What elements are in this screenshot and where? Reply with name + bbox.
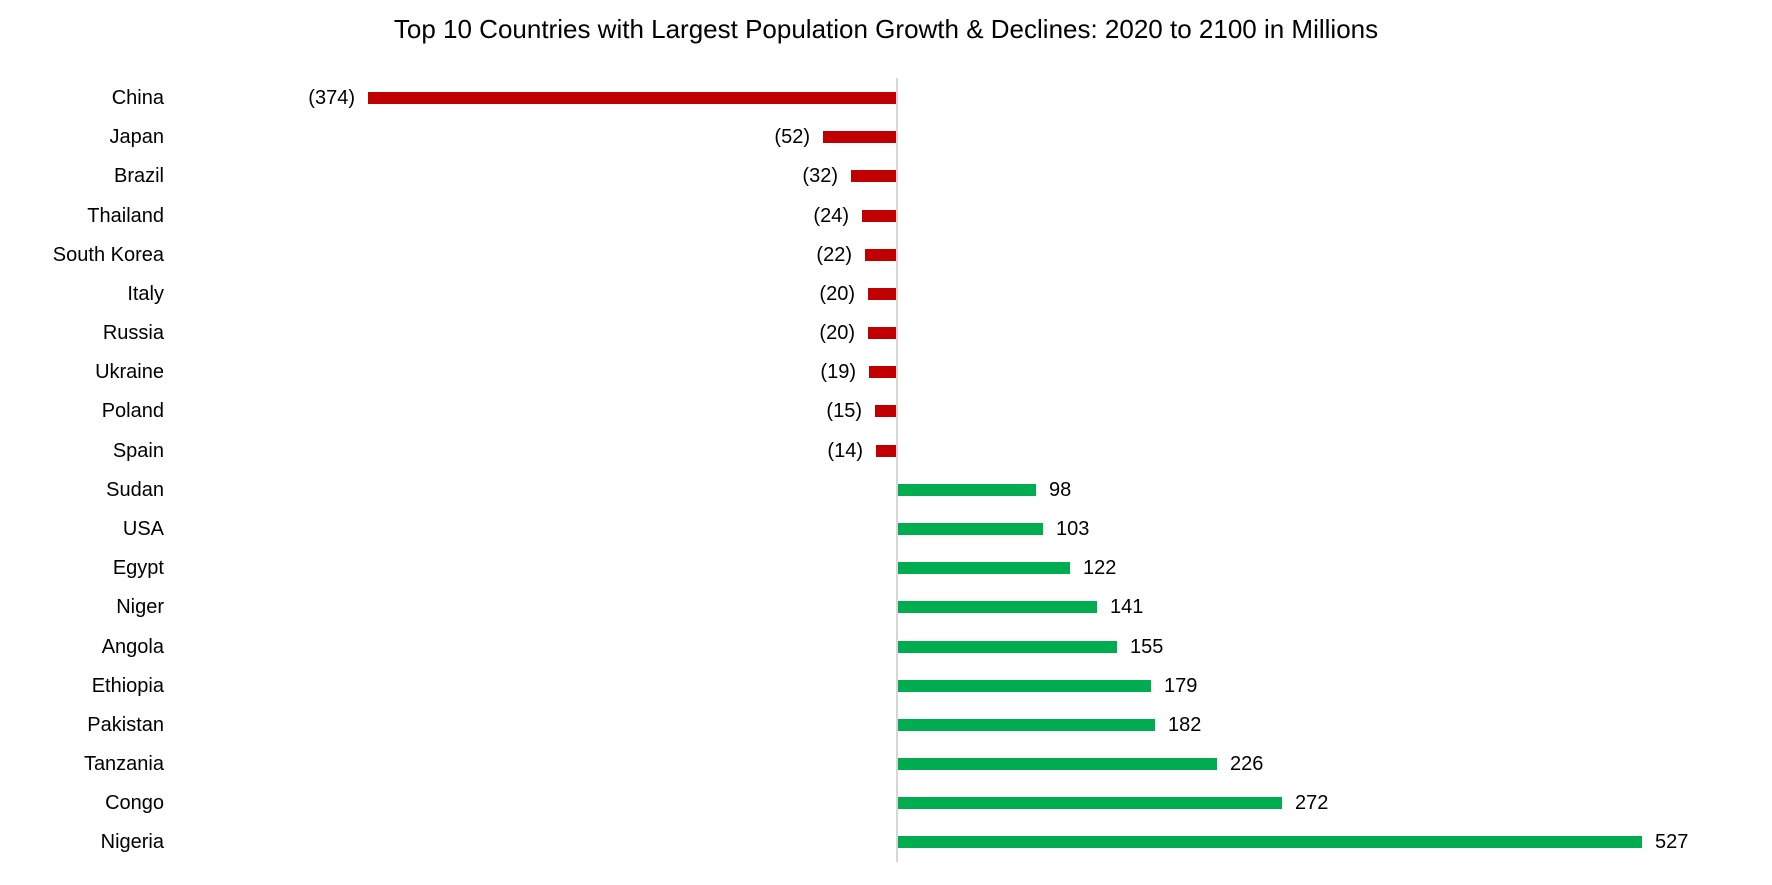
category-label: Tanzania: [83, 753, 164, 776]
value-label: 182: [1168, 713, 1202, 736]
bar-decline: [869, 366, 896, 379]
value-label: (52): [774, 126, 810, 149]
bar-growth: [898, 483, 1036, 496]
category-label: Ukraine: [95, 361, 164, 384]
category-label: Sudan: [106, 478, 164, 501]
bar-decline: [823, 131, 896, 144]
value-label: (19): [820, 361, 856, 384]
bar-growth: [898, 562, 1070, 575]
category-label: Poland: [101, 400, 164, 423]
value-label: 122: [1083, 557, 1117, 580]
category-label: Thailand: [87, 204, 164, 227]
bar-decline: [862, 209, 896, 222]
value-label: 272: [1295, 792, 1329, 815]
category-label: Nigeria: [100, 831, 164, 854]
category-label: Japan: [109, 126, 165, 149]
bar-growth: [898, 679, 1151, 692]
bar-growth: [898, 718, 1155, 731]
bar-decline: [876, 444, 896, 457]
value-label: 226: [1230, 753, 1264, 776]
value-label: 155: [1130, 635, 1164, 658]
category-label: Brazil: [113, 165, 164, 188]
bar-decline: [875, 405, 896, 418]
category-label: Congo: [105, 792, 164, 815]
bar-decline: [868, 287, 896, 300]
category-label: Russia: [102, 322, 164, 345]
value-label: (15): [826, 400, 862, 423]
bar-decline: [865, 248, 896, 261]
value-label: (14): [827, 439, 863, 462]
category-label: USA: [122, 517, 164, 540]
bar-growth: [898, 522, 1043, 535]
value-label: (24): [813, 204, 849, 227]
value-label: 527: [1655, 831, 1689, 854]
zero-axis-line: [896, 78, 898, 862]
bar-growth: [898, 836, 1642, 849]
bar-decline: [851, 170, 896, 183]
value-label: (22): [816, 243, 852, 266]
value-label: 103: [1056, 517, 1090, 540]
category-label: Egypt: [112, 557, 164, 580]
bar-decline: [368, 92, 896, 104]
bar-decline: [868, 327, 896, 340]
chart-title: Top 10 Countries with Largest Population…: [393, 14, 1379, 44]
category-label: Angola: [101, 635, 164, 658]
bar-growth: [898, 601, 1097, 614]
value-label: (20): [819, 282, 855, 305]
value-label: 179: [1164, 674, 1198, 697]
value-label: (20): [819, 322, 855, 345]
category-label: Spain: [112, 439, 164, 462]
category-label: Niger: [116, 596, 164, 619]
category-label: Italy: [127, 282, 164, 305]
bar-growth: [898, 758, 1217, 771]
value-label: 141: [1110, 596, 1144, 619]
value-label: (32): [802, 165, 838, 188]
value-label: (374): [308, 87, 355, 109]
bar-growth: [898, 640, 1117, 653]
bar-growth: [898, 797, 1282, 810]
category-label: Ethiopia: [91, 674, 164, 697]
category-label: China: [111, 87, 164, 109]
category-label: Pakistan: [87, 713, 164, 736]
category-label: South Korea: [52, 243, 164, 266]
value-label: 98: [1049, 478, 1072, 501]
